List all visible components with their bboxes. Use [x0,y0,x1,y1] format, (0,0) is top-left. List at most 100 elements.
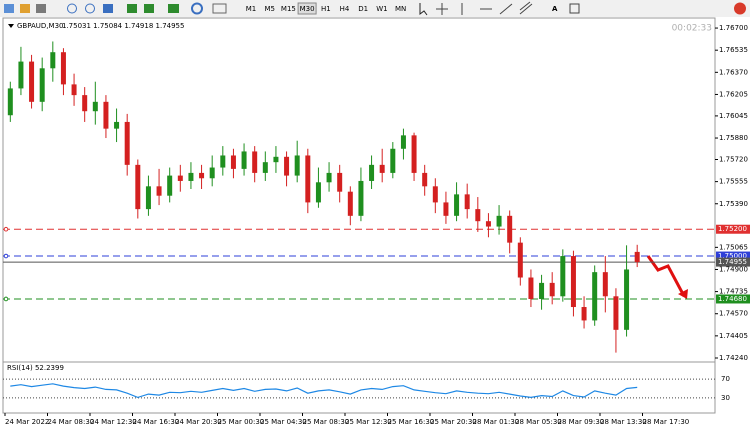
candle-body [252,151,258,173]
timeframe-button[interactable]: M30 [300,5,315,13]
timeframe-button[interactable]: M1 [246,5,257,13]
candle-body [454,194,460,216]
candle-body [507,215,513,243]
level-anchor [3,226,9,232]
timeframe-button[interactable]: H1 [321,5,331,13]
icon[interactable] [419,3,428,16]
rsi-title: RSI(14) 52.2399 [7,364,64,372]
icon[interactable] [67,3,77,14]
y-tick-label: 1.74900 [719,265,748,273]
x-tick-label: 28 Mar 13:30 [600,418,647,426]
icon[interactable] [103,4,113,13]
candle-body [602,272,608,297]
forecast-arrow-head [678,289,688,299]
icon[interactable] [519,1,533,15]
x-tick-label: 28 Mar 05:30 [515,418,562,426]
candle-body [241,151,247,169]
rsi-tick-label: 70 [721,375,730,383]
candle-body [422,172,428,187]
candle-body [156,186,162,196]
candle-body [315,182,321,203]
icon[interactable] [144,4,154,13]
chart-title: GBPAUD,M30 [17,22,63,30]
timeframe-button[interactable]: W1 [376,5,387,13]
candle-body [411,135,417,173]
candle-body [220,155,226,168]
rsi-tick-label: 30 [721,394,730,402]
icon[interactable] [436,3,448,15]
candle-body [284,156,290,176]
chart-menu-arrow[interactable] [8,24,14,28]
candle-body [443,202,449,216]
candle-body [39,68,45,102]
y-tick-label: 1.75065 [719,243,748,251]
icon[interactable] [85,3,95,14]
candle-body [305,155,311,203]
rsi-line [10,383,638,399]
icon[interactable] [20,4,30,13]
candle-body [114,121,120,129]
candle-body [347,191,353,216]
candle-body [124,121,130,165]
candle-body [570,256,576,308]
icon[interactable] [36,4,46,13]
candle-body [592,272,598,321]
candle-body [326,172,332,183]
x-tick-label: 25 Mar 08:30 [303,418,350,426]
candle-body [624,269,630,330]
timeframe-button[interactable]: M5 [264,5,275,13]
level-anchor [3,296,9,302]
icon[interactable] [191,2,203,15]
candle-body [379,164,385,173]
candle-body [390,148,396,173]
active-timeframe [297,2,317,15]
timeframes: M1 M5 M15 M30 H1 H4 D1 W1 MN [246,2,406,15]
y-tick-label: 1.76045 [719,112,748,120]
level-label-box [716,251,750,261]
x-tick-label: 24 Mar 16:30 [133,418,180,426]
candle-body [475,209,481,222]
icon[interactable] [212,3,227,14]
candle-body [528,277,534,299]
candle-body [464,194,470,210]
candle-body [517,242,523,278]
toolbar [0,0,750,17]
icon[interactable]: A [552,5,558,13]
icon[interactable] [127,4,137,13]
x-tick-label: 24 Mar 12:30 [90,418,137,426]
candle-body [400,135,406,149]
candle-body [613,296,619,330]
candle-body [188,172,194,181]
level-label-box [716,224,750,234]
y-tick-label: 1.74240 [719,354,748,362]
notification[interactable] [734,2,746,15]
y-tick-label: 1.76700 [719,24,748,32]
chart-ohlc: 1.75031 1.75084 1.74918 1.74955 [62,22,184,30]
timeframe-button[interactable]: M15 [281,5,296,13]
candle-body [18,61,24,89]
timeframe-button[interactable]: D1 [358,5,368,13]
icon[interactable] [569,3,580,14]
y-tick-label: 1.76535 [719,46,748,54]
icon[interactable] [4,4,14,13]
y-tick-label: 1.74570 [719,310,748,318]
level-label: 1.75000 [718,252,747,260]
y-tick-label: 1.76205 [719,90,748,98]
candle-body [82,95,88,112]
candle-body [92,101,98,112]
toolbar-icons: A [4,1,746,16]
candle-body [432,186,438,203]
icon[interactable] [168,4,179,13]
x-tick-label: 25 Mar 04:30 [260,418,307,426]
y-tick-label: 1.75720 [719,155,748,163]
candle-body [7,88,13,116]
icon[interactable] [499,3,513,15]
candle-body [29,61,35,102]
timeframe-button[interactable]: H4 [340,5,350,13]
timeframe-button[interactable]: MN [395,5,406,13]
level-label: 1.74955 [718,258,747,266]
candle-body [581,307,587,321]
x-tick-label: 24 Mar 20:30 [175,418,222,426]
